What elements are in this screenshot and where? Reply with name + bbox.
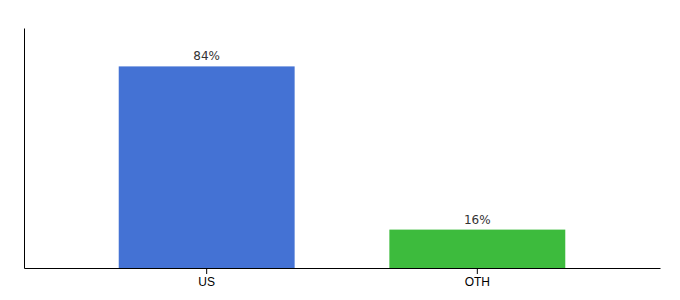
y-axis-line xyxy=(24,29,25,269)
bar xyxy=(119,66,295,268)
data-labels: 84% 16% xyxy=(193,49,490,226)
x-tick-mark xyxy=(477,268,478,274)
data-label: 84% xyxy=(193,49,220,63)
x-tick-label: OTH xyxy=(465,275,490,289)
x-tick: US xyxy=(198,268,215,289)
y-axis xyxy=(24,29,25,269)
x-axis-line xyxy=(25,268,661,269)
x-tick: OTH xyxy=(465,268,490,289)
x-tick-label: US xyxy=(198,275,215,289)
bars xyxy=(119,66,566,268)
plot: US OTH 84% 16% xyxy=(25,29,661,289)
x-axis: US OTH xyxy=(25,268,661,289)
data-label: 16% xyxy=(464,213,491,227)
bar xyxy=(389,230,565,268)
x-tick-mark xyxy=(206,268,207,274)
chart: US OTH 84% 16% xyxy=(0,0,680,300)
